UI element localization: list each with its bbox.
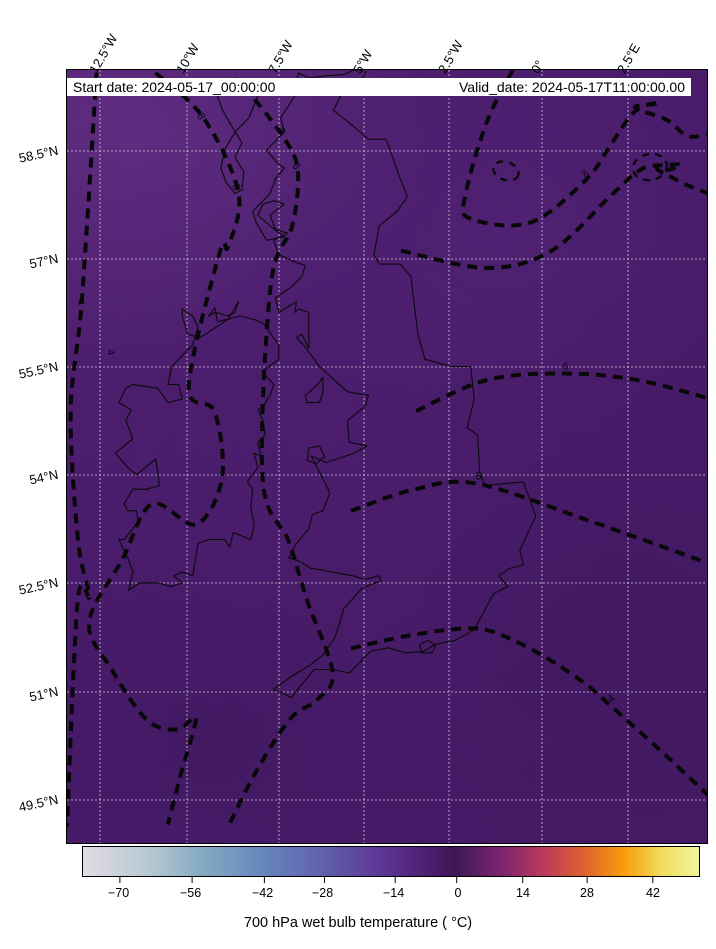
svg-text:6: 6 — [474, 470, 482, 483]
svg-text:6: 6 — [562, 361, 569, 373]
svg-text:4: 4 — [74, 298, 87, 306]
svg-text:6: 6 — [289, 161, 302, 172]
svg-text:4: 4 — [104, 348, 117, 356]
